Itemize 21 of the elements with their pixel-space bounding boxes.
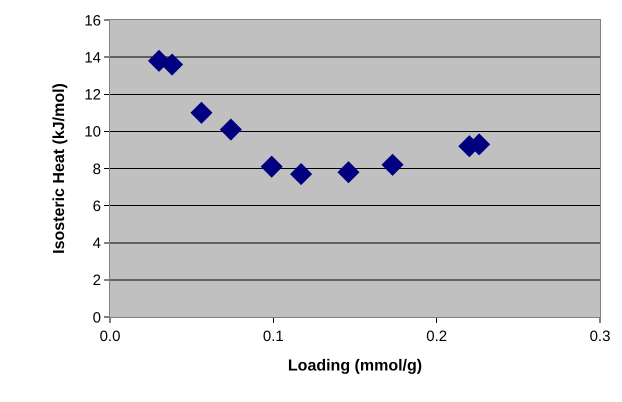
y-tick-label: 16 [84,12,101,30]
y-tick-label: 4 [92,235,101,252]
point [260,156,283,178]
x-axis-title: Loading (mmol/g) [288,358,422,375]
y-tick-label: 8 [92,160,101,178]
y-tick-label: 0 [92,309,101,326]
y-tick-label: 2 [92,272,101,290]
y-tick-label: 10 [84,124,101,141]
point [190,102,213,124]
y-tick-label: 12 [84,86,101,104]
point [382,154,404,176]
point [290,163,312,186]
x-tick-label: 0.0 [100,328,120,345]
x-tick-label: 0.2 [426,328,448,345]
y-tick-label: 6 [92,198,101,215]
point [337,161,360,184]
x-tick-label: 0.1 [262,328,284,345]
point [220,118,242,141]
y-axis-title: Isosteric Heat (kJ/mol) [51,83,68,254]
x-tick-label: 0.3 [590,328,610,345]
y-tick-label: 14 [84,49,101,66]
